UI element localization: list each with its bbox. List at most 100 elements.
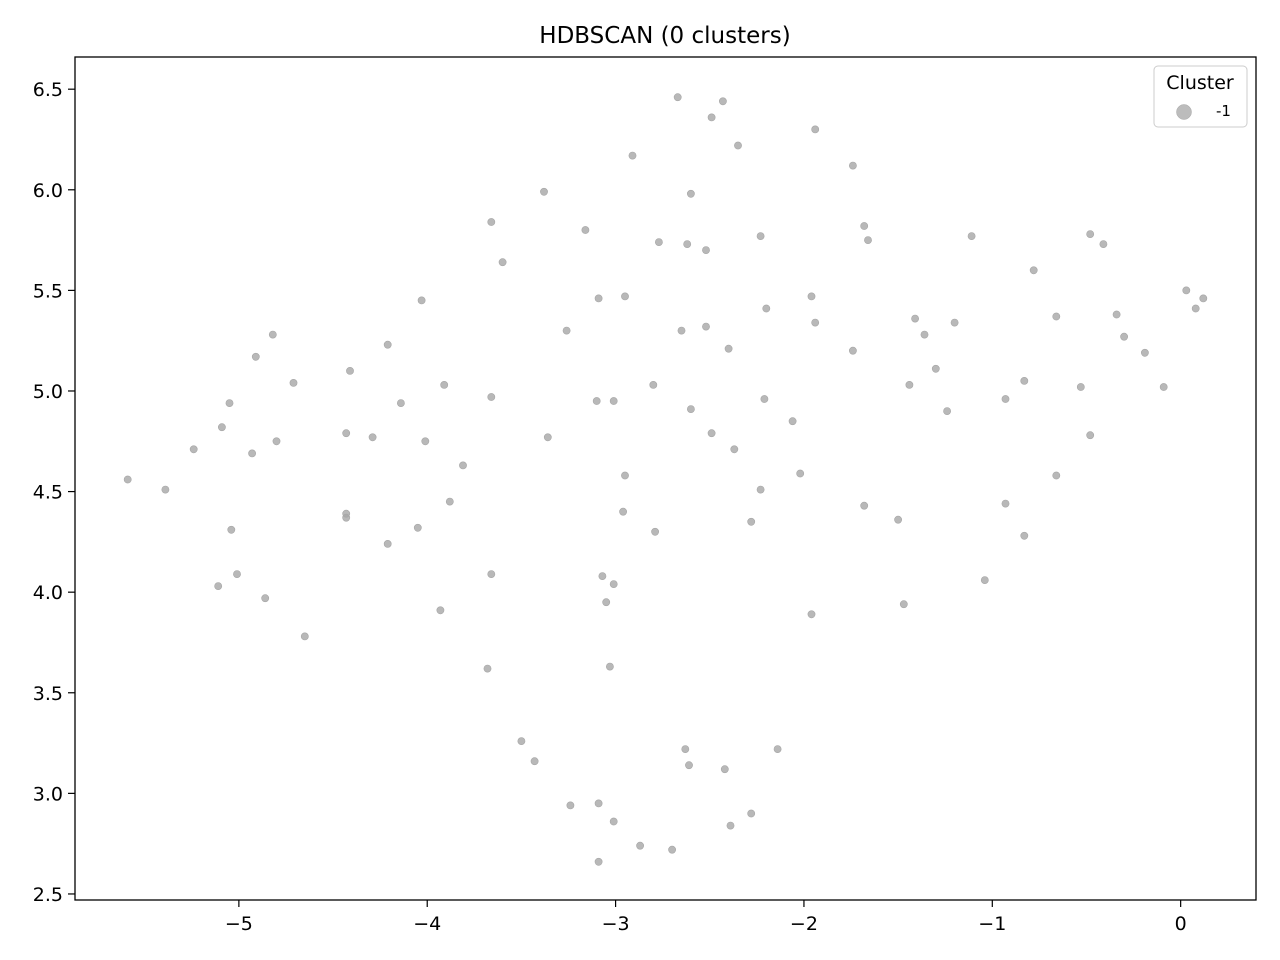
y-axis: 2.5 3.0 3.5 4.0 4.5 5.0 5.5 6.0 6.5 (33, 79, 75, 906)
data-point (413, 523, 422, 532)
data-point (747, 517, 756, 526)
data-point (811, 125, 820, 134)
data-point (1086, 230, 1095, 238)
data-point (487, 218, 496, 226)
y-tick-label: 6.5 (33, 79, 63, 101)
data-point (734, 141, 742, 150)
data-point (268, 330, 277, 339)
data-point (707, 429, 716, 438)
data-point (811, 318, 820, 327)
y-tick-label: 3.5 (33, 683, 63, 705)
data-point (606, 662, 614, 671)
data-point (1199, 294, 1208, 303)
data-point (598, 572, 607, 580)
data-point (487, 570, 496, 578)
data-point (1020, 376, 1029, 385)
data-point (849, 346, 857, 355)
data-point (1099, 240, 1108, 248)
y-tick-label: 5.0 (33, 381, 63, 403)
x-tick-label: 0 (1175, 913, 1187, 935)
data-point (189, 445, 198, 454)
data-point (773, 745, 782, 753)
data-point (530, 757, 539, 766)
data-point (807, 292, 816, 301)
data-point (651, 527, 659, 536)
data-point (289, 378, 298, 387)
data-point (702, 246, 710, 254)
data-point (543, 433, 552, 442)
data-point (123, 475, 132, 484)
points-layer (123, 93, 1208, 866)
data-point (1141, 348, 1149, 357)
x-tick-label: −1 (978, 913, 1006, 935)
data-point (730, 445, 739, 454)
y-tick-label: 2.5 (33, 884, 63, 906)
chart-title: HDBSCAN (0 clusters) (539, 23, 790, 49)
data-point (621, 292, 629, 301)
data-point (950, 318, 959, 327)
data-point (1052, 312, 1061, 321)
data-point (931, 364, 940, 373)
data-point (685, 761, 693, 770)
data-point (609, 397, 618, 405)
data-point (161, 485, 170, 494)
data-point (655, 238, 663, 246)
data-point (346, 366, 354, 375)
data-point (383, 340, 392, 349)
data-point (649, 380, 658, 389)
data-point (436, 606, 445, 615)
data-point (562, 326, 571, 335)
data-point (911, 314, 919, 323)
x-axis: −5 −4 −3 −2 −1 0 (225, 900, 1187, 935)
data-point (726, 821, 735, 830)
data-point (1001, 395, 1010, 403)
data-point (683, 240, 692, 248)
data-point (383, 540, 392, 548)
data-point (609, 580, 618, 588)
data-point (594, 799, 603, 808)
data-point (724, 344, 733, 353)
x-tick-label: −4 (413, 913, 441, 935)
data-point (756, 485, 765, 494)
data-point (261, 594, 270, 603)
data-point (943, 407, 951, 415)
data-point (677, 326, 686, 335)
data-point (540, 187, 548, 196)
data-point (702, 322, 710, 331)
data-point (687, 189, 695, 198)
y-tick-label: 4.5 (33, 482, 63, 504)
data-point (566, 801, 575, 810)
plot-frame (74, 56, 1257, 901)
data-point (594, 294, 603, 303)
data-point (1001, 499, 1010, 508)
data-point (459, 461, 467, 470)
data-point (756, 232, 765, 240)
data-point (1182, 286, 1191, 295)
data-point (619, 507, 627, 516)
data-point (849, 161, 857, 170)
data-point (681, 745, 690, 753)
data-point (980, 576, 989, 584)
data-point (788, 417, 797, 426)
data-point (214, 582, 223, 590)
data-point (396, 399, 405, 407)
data-point (1086, 431, 1095, 440)
data-point (720, 765, 729, 774)
data-point (1120, 332, 1128, 341)
data-point (233, 570, 241, 578)
data-point (342, 429, 351, 438)
data-point (342, 513, 351, 522)
data-point (248, 449, 256, 458)
data-point (417, 296, 426, 305)
x-tick-label: −3 (602, 913, 630, 935)
data-point (1052, 471, 1061, 480)
data-point (707, 113, 716, 122)
data-point (967, 232, 976, 240)
x-tick-label: −2 (790, 913, 818, 935)
data-point (272, 437, 281, 446)
data-point (498, 258, 507, 267)
data-point (673, 93, 682, 102)
data-point (483, 664, 492, 673)
data-point (807, 610, 816, 619)
